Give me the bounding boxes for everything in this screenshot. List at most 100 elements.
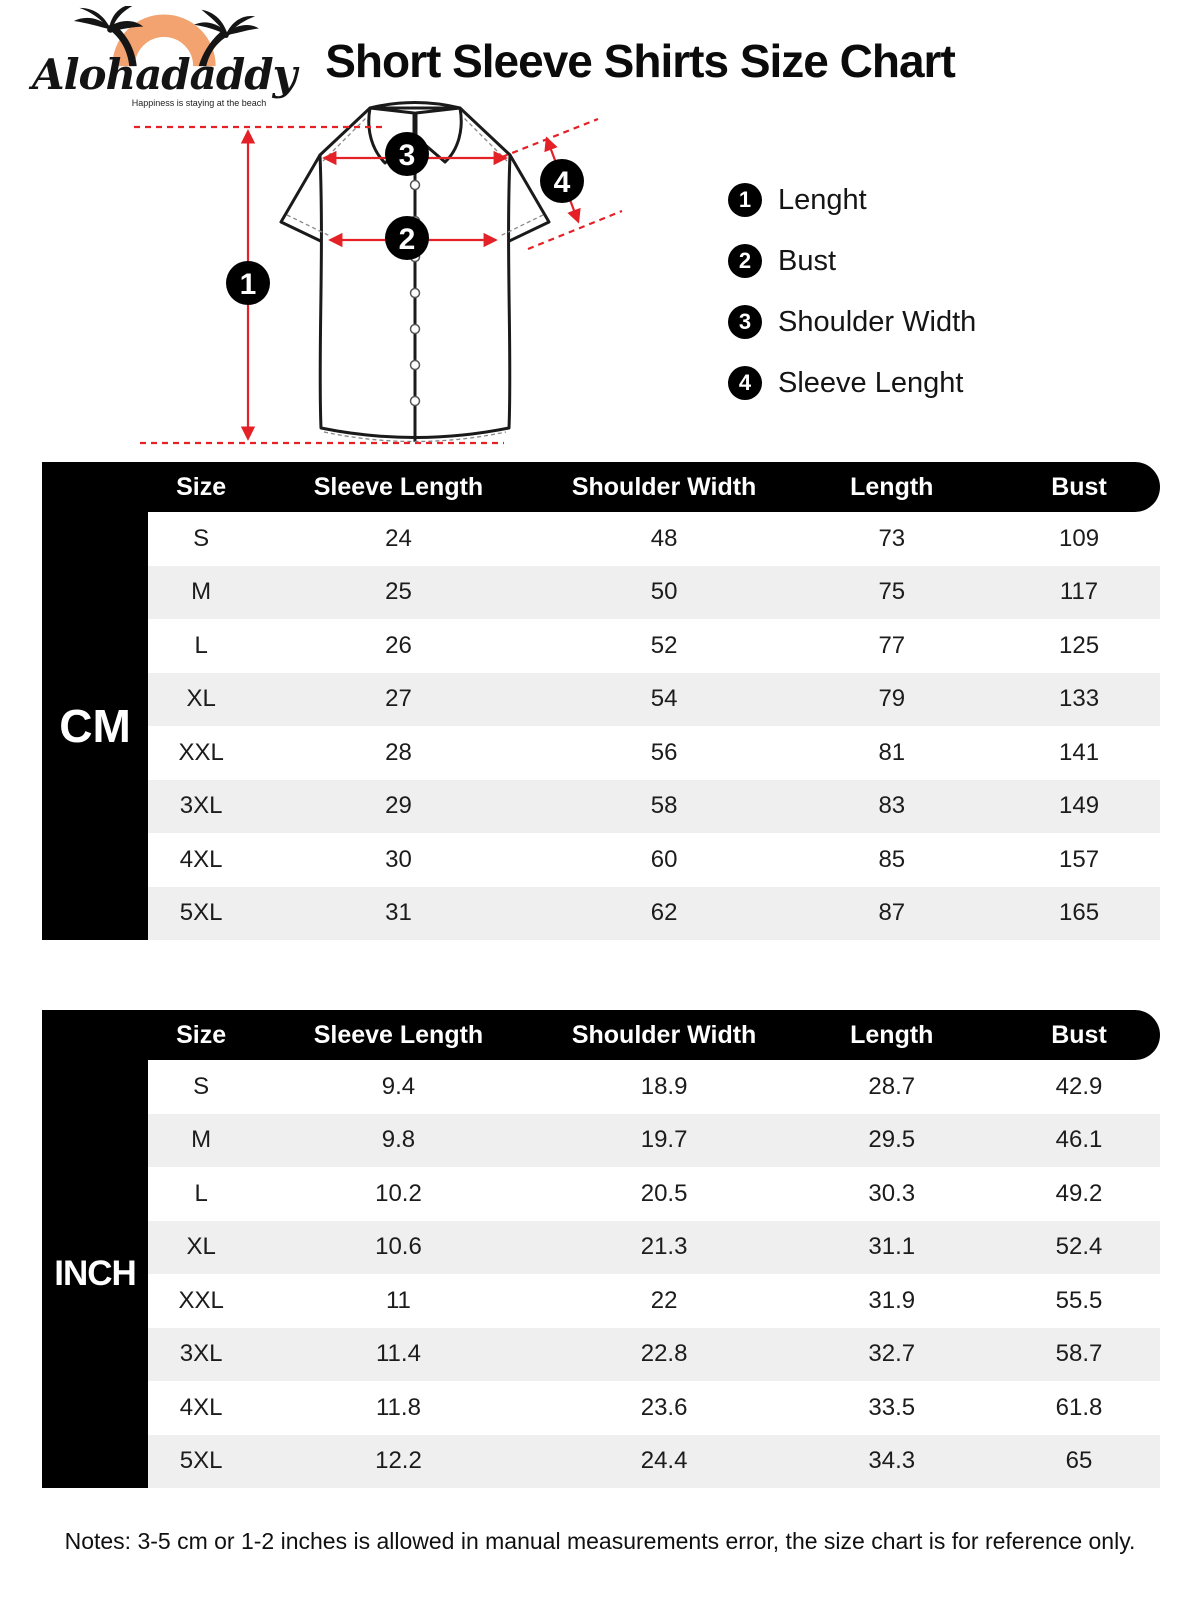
cm-unit-label: CM (42, 512, 148, 940)
table-cell: 10.2 (375, 1179, 422, 1207)
table-cell: 79 (878, 685, 906, 713)
cm-table-header: Size Sleeve Length Shoulder Width Length… (42, 462, 1160, 512)
table-cell: 24.4 (640, 1447, 688, 1475)
table-row: S 9.4 18.9 28.7 42.9 (148, 1060, 1160, 1114)
table-cell: 61.8 (1055, 1393, 1103, 1421)
table-cell: 18.9 (640, 1072, 688, 1100)
table-cell: S (193, 1072, 210, 1100)
table-cell: 23.6 (640, 1393, 688, 1421)
marker-1-icon: 1 (728, 183, 762, 217)
table-row: 5XL 12.2 24.4 34.3 65 (148, 1434, 1160, 1488)
legend-label: Shoulder Width (778, 305, 977, 338)
table-cell: 109 (1059, 524, 1100, 552)
table-cell: 52 (650, 631, 678, 659)
table-cell: 85 (878, 845, 906, 873)
table-cell: 77 (878, 631, 906, 659)
table-cell: 22 (650, 1286, 678, 1314)
measurement-marker-2 (385, 216, 429, 260)
table-cell: 58.7 (1055, 1340, 1103, 1368)
measurement-legend: 1 Lenght 2 Bust 3 Shoulder Width 4 Sleev… (728, 183, 976, 400)
table-cell: 75 (878, 578, 906, 606)
table-row: XXL 28 56 81 141 (148, 726, 1160, 780)
cm-size-table: Size Sleeve Length Shoulder Width Length… (42, 462, 1160, 940)
table-cell: M (191, 1126, 212, 1154)
table-cell: 81 (878, 738, 906, 766)
table-cell: XXL (178, 1286, 224, 1314)
table-cell: L (194, 1179, 208, 1207)
table-cell: 3XL (179, 792, 223, 820)
table-cell: M (191, 578, 212, 606)
table-body: S 9.4 18.9 28.7 42.9 M 9.8 19.7 29.5 46.1 L 10.2 20.… (148, 1060, 1160, 1488)
marker-2-number: 2 (399, 223, 416, 256)
table-cell: 65 (1065, 1447, 1093, 1475)
table-cell: 20.5 (640, 1179, 688, 1207)
table-row: L 26 52 77 125 (148, 619, 1160, 673)
table-cell: 30.3 (868, 1179, 916, 1207)
table-cell: XL (186, 685, 216, 713)
legend-item-bust: 2 Bust (728, 244, 976, 278)
table-cell: 5XL (179, 1447, 223, 1475)
table-row: XXL 11 22 31.9 55.5 (148, 1274, 1160, 1328)
cm-table-grid: S 24 48 73 109 M 25 50 75 117 L 26 52 77 125 XL 27 54 79 13… (148, 512, 1160, 940)
table-cell: 9.4 (381, 1072, 416, 1100)
table-cell: 73 (878, 524, 906, 552)
table-cell: 22.8 (640, 1340, 688, 1368)
legend-item-length: 1 Lenght (728, 183, 976, 217)
table-cell: 5XL (179, 899, 223, 927)
table-cell: 31.1 (868, 1233, 916, 1261)
table-cell: 4XL (179, 845, 223, 873)
table-cell: 48 (650, 524, 678, 552)
table-row: XL 27 54 79 133 (148, 672, 1160, 726)
shirt-diagram: 1 2 3 4 (120, 95, 640, 455)
table-cell: 32.7 (868, 1340, 916, 1368)
table-cell: L (194, 631, 208, 659)
inch-unit-label: INCH (42, 1060, 148, 1488)
table-cell: 50 (650, 578, 678, 606)
legend-item-sleeve-length: 4 Sleeve Lenght (728, 366, 976, 400)
inch-table-grid: S 9.4 18.9 28.7 42.9 M 9.8 19.7 29.5 46.1 L 10.2 20.… (148, 1060, 1160, 1488)
table-cell: 46.1 (1055, 1126, 1103, 1154)
table-cell: 21.3 (640, 1233, 688, 1261)
table-cell: 29 (385, 792, 412, 820)
legend-item-shoulder-width: 3 Shoulder Width (728, 305, 976, 339)
table-row: L 10.2 20.5 30.3 49.2 (148, 1167, 1160, 1221)
table-cell: 42.9 (1055, 1072, 1103, 1100)
table-row: 5XL 31 62 87 165 (148, 886, 1160, 940)
table-cell: 3XL (179, 1340, 223, 1368)
marker-3-icon: 3 (728, 305, 762, 339)
brand-logo: Alohadaddy Happiness is staying at the b… (28, 6, 300, 118)
table-cell: 125 (1059, 631, 1100, 659)
shirt-outline (279, 101, 551, 442)
measurement-marker-3 (385, 132, 429, 176)
column-header-sleeve-length: Sleeve Length (313, 1020, 484, 1049)
marker-4-icon: 4 (728, 366, 762, 400)
table-cell: 56 (650, 738, 678, 766)
table-cell: 117 (1059, 578, 1099, 606)
table-cell: 9.8 (381, 1126, 416, 1154)
marker-4-number: 4 (554, 166, 571, 199)
table-cell: 10.6 (375, 1233, 422, 1261)
table-cell: 165 (1059, 899, 1100, 927)
table-cell: 58 (650, 792, 678, 820)
table-cell: 54 (650, 685, 678, 713)
table-cell: XXL (178, 738, 224, 766)
footer-note: Notes: 3-5 cm or 1-2 inches is allowed i… (64, 1528, 1136, 1554)
measurement-marker-4 (540, 159, 584, 203)
legend-label: Lenght (778, 183, 867, 216)
column-header-bust: Bust (1051, 1020, 1107, 1049)
table-row: 3XL 29 58 83 149 (148, 779, 1160, 833)
legend-label: Bust (778, 244, 837, 277)
table-cell: 149 (1059, 792, 1100, 820)
table-cell: 26 (385, 631, 412, 659)
table-cell: 11 (385, 1286, 411, 1314)
marker-2-icon: 2 (728, 244, 762, 278)
table-cell: 34.3 (868, 1447, 916, 1475)
table-cell: 31 (385, 899, 412, 927)
table-row: 4XL 11.8 23.6 33.5 61.8 (148, 1381, 1160, 1435)
column-header-length: Length (850, 1020, 934, 1049)
table-cell: 60 (650, 845, 678, 873)
page-title: Short Sleeve Shirts Size Chart (325, 35, 956, 87)
table-cell: 28 (385, 738, 412, 766)
marker-1-number: 1 (240, 268, 257, 301)
brand-tagline: Happiness is staying at the beach (131, 98, 267, 108)
